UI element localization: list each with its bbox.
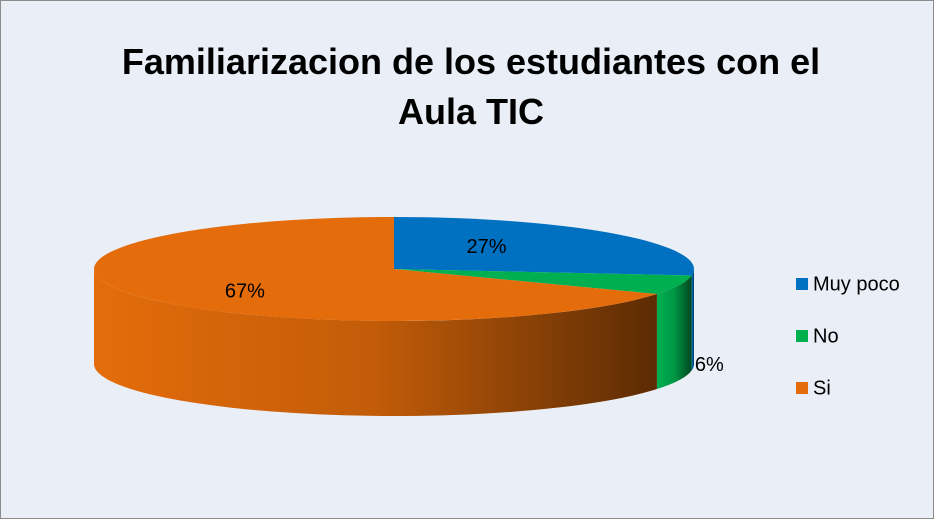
legend-label: Si: [813, 377, 831, 399]
data-label: 67%: [225, 281, 265, 303]
legend-swatch: [796, 382, 808, 394]
data-label: 6%: [695, 354, 724, 376]
chart-title: Familiarizacion de los estudiantes con e…: [121, 41, 821, 132]
slice: [93, 217, 657, 322]
legend-label: Muy poco: [813, 273, 900, 295]
slice-side-shade: [691, 269, 694, 371]
slice: [394, 217, 695, 276]
legend-swatch: [796, 330, 808, 342]
slice-side-shade: [656, 275, 692, 390]
legend-label: No: [813, 325, 839, 347]
slice: [394, 269, 692, 295]
legend-swatch: [796, 278, 808, 290]
slice-side-shade: [94, 269, 657, 417]
data-label: 27%: [467, 236, 507, 258]
